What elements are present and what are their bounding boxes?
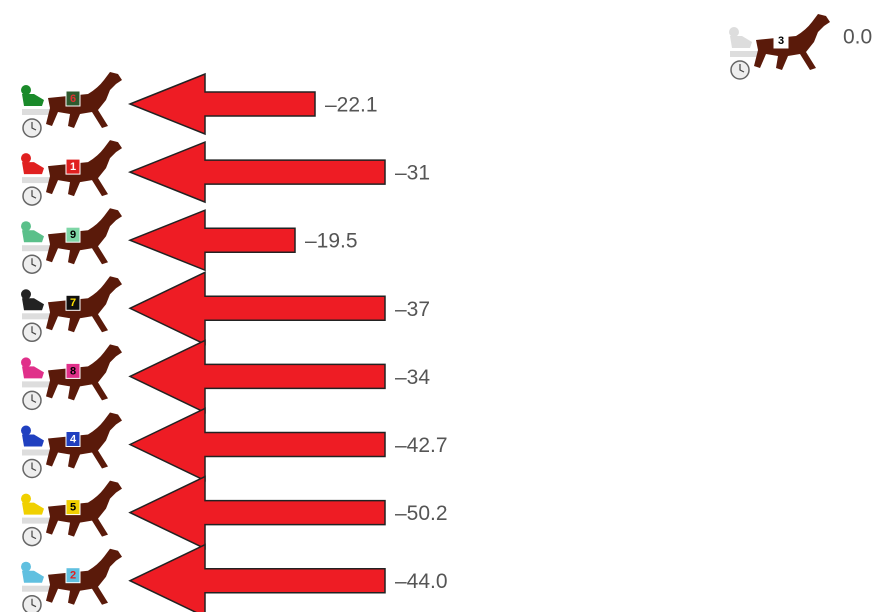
horse-number: 2 (70, 570, 76, 582)
gap-arrow (130, 272, 385, 344)
horse-icon: 2 (21, 549, 122, 612)
jockey-helmet (21, 85, 31, 95)
gap-value: –31 (395, 162, 430, 185)
horse-body (46, 549, 122, 605)
gap-value: –50.2 (395, 502, 448, 525)
horse-icon: 8 (21, 344, 122, 409)
horse-icon: 4 (21, 413, 122, 478)
jockey-body (22, 230, 44, 242)
horse-body (46, 140, 122, 196)
horse-body (46, 481, 122, 537)
horse-number: 3 (778, 35, 784, 47)
horse-icon: 1 (21, 140, 122, 205)
gap-arrow (130, 210, 295, 270)
jockey-body (22, 503, 44, 515)
gap-arrow (130, 74, 315, 134)
gap-value: –19.5 (305, 230, 358, 253)
horse-body (754, 14, 830, 70)
jockey-helmet (21, 562, 31, 572)
horse-icon: 6 (21, 72, 122, 137)
jockey-helmet (729, 27, 739, 37)
horse-body (46, 276, 122, 332)
horse-body (46, 72, 122, 128)
jockey-helmet (21, 494, 31, 504)
gap-arrow (130, 142, 385, 202)
jockey-helmet (21, 357, 31, 367)
jockey-helmet (21, 426, 31, 436)
gap-arrow (130, 545, 385, 612)
horse-number: 9 (70, 229, 76, 241)
gap-value: –22.1 (325, 94, 378, 117)
horse-icon: 9 (21, 208, 122, 273)
horse-number: 5 (70, 502, 76, 514)
gap-value: 0.0 (843, 26, 872, 49)
gap-value: –42.7 (395, 434, 448, 457)
sulky (730, 51, 760, 57)
gap-arrow (130, 340, 385, 412)
gap-value: –44.0 (395, 570, 448, 593)
jockey-helmet (21, 153, 31, 163)
horse-number: 7 (70, 297, 76, 309)
jockey-helmet (21, 289, 31, 299)
horse-icon: 7 (21, 276, 122, 341)
sulky (22, 518, 52, 524)
sulky (22, 381, 52, 387)
jockey-body (22, 162, 44, 174)
jockey-body (22, 435, 44, 447)
jockey-body (22, 571, 44, 583)
gap-value: –37 (395, 298, 430, 321)
sulky (22, 313, 52, 319)
page: 3 0.0 6 –22.1 1 –31 9 –19.5 7 –37 8 –34 4 –42.7 5 –50.2… (0, 0, 884, 612)
jockey-helmet (21, 221, 31, 231)
gap-arrow (130, 409, 385, 481)
sulky (22, 586, 52, 592)
horse-number: 1 (70, 161, 76, 173)
horse-icon: 5 (21, 481, 122, 546)
gap-arrow (130, 477, 385, 549)
gap-value: –34 (395, 366, 430, 389)
horse-body (46, 208, 122, 264)
horse-body (46, 413, 122, 469)
horse-icon: 3 (729, 14, 830, 79)
horse-number: 6 (70, 93, 76, 105)
jockey-body (730, 36, 752, 48)
sulky (22, 177, 52, 183)
sulky (22, 109, 52, 115)
horse-number: 4 (70, 433, 77, 445)
horse-body (46, 344, 122, 400)
scene: 3 0.0 6 –22.1 1 –31 9 –19.5 7 –37 8 –34 4 –42.7 5 –50.2… (0, 0, 884, 612)
jockey-body (22, 298, 44, 310)
sulky (22, 450, 52, 456)
jockey-body (22, 94, 44, 106)
sulky (22, 245, 52, 251)
horse-number: 8 (70, 365, 76, 377)
jockey-body (22, 366, 44, 378)
